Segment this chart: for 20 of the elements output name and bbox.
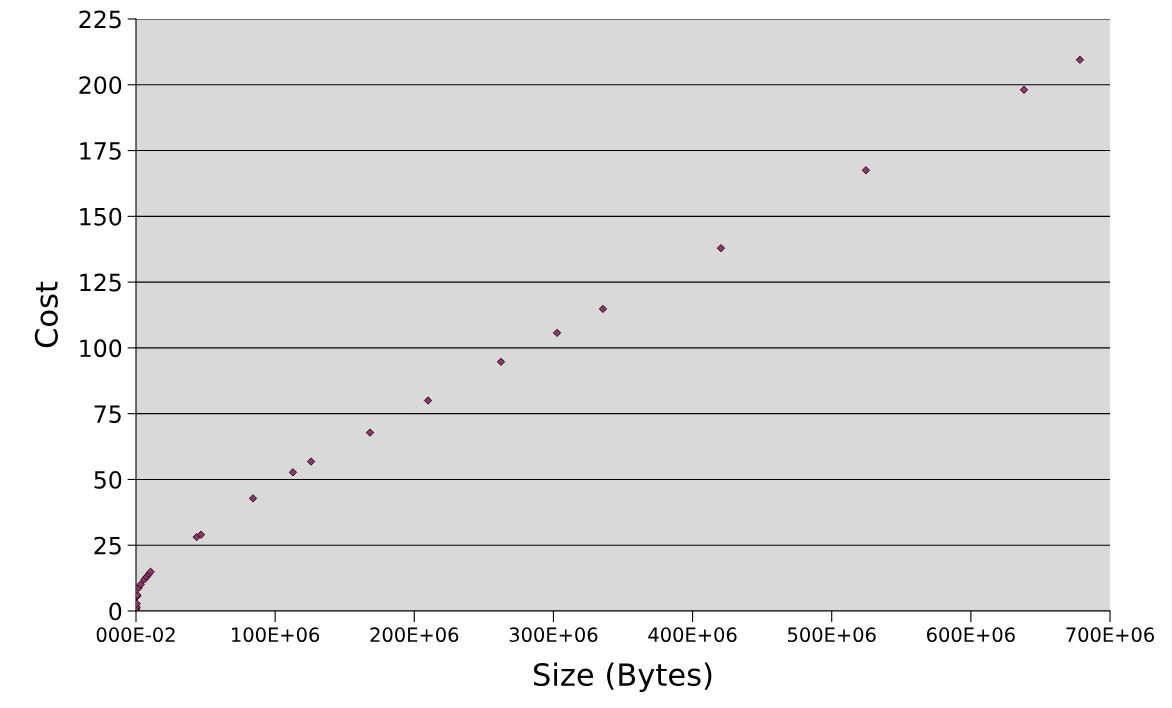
x-tick-label: 000E-02 xyxy=(96,627,175,643)
y-tick-label: 0 xyxy=(109,602,122,621)
y-tick-label: 50 xyxy=(94,470,122,489)
y-tick-label: 225 xyxy=(79,10,121,29)
y-tick-label: 175 xyxy=(80,142,121,160)
x-tick-label: 100E+06 xyxy=(232,627,320,643)
y-tick-label: 100 xyxy=(80,339,122,358)
y-tick-label: 75 xyxy=(94,405,121,423)
x-tick-label: 500E+06 xyxy=(788,627,876,643)
y-tick-label: 25 xyxy=(94,536,121,555)
x-tick-label: 600E+06 xyxy=(927,627,1015,643)
y-axis-title: Cost xyxy=(34,281,58,348)
x-tick-label: 300E+06 xyxy=(509,627,598,643)
x-tick-label: 400E+06 xyxy=(648,627,737,643)
y-tick-label: 125 xyxy=(80,273,121,292)
x-axis-title: Size (Bytes) xyxy=(534,662,712,693)
y-tick-label: 150 xyxy=(80,207,122,226)
x-tick-label: 700E+06 xyxy=(1066,627,1154,643)
y-tick-label: 200 xyxy=(79,76,122,95)
x-tick-label: 200E+06 xyxy=(370,627,459,643)
